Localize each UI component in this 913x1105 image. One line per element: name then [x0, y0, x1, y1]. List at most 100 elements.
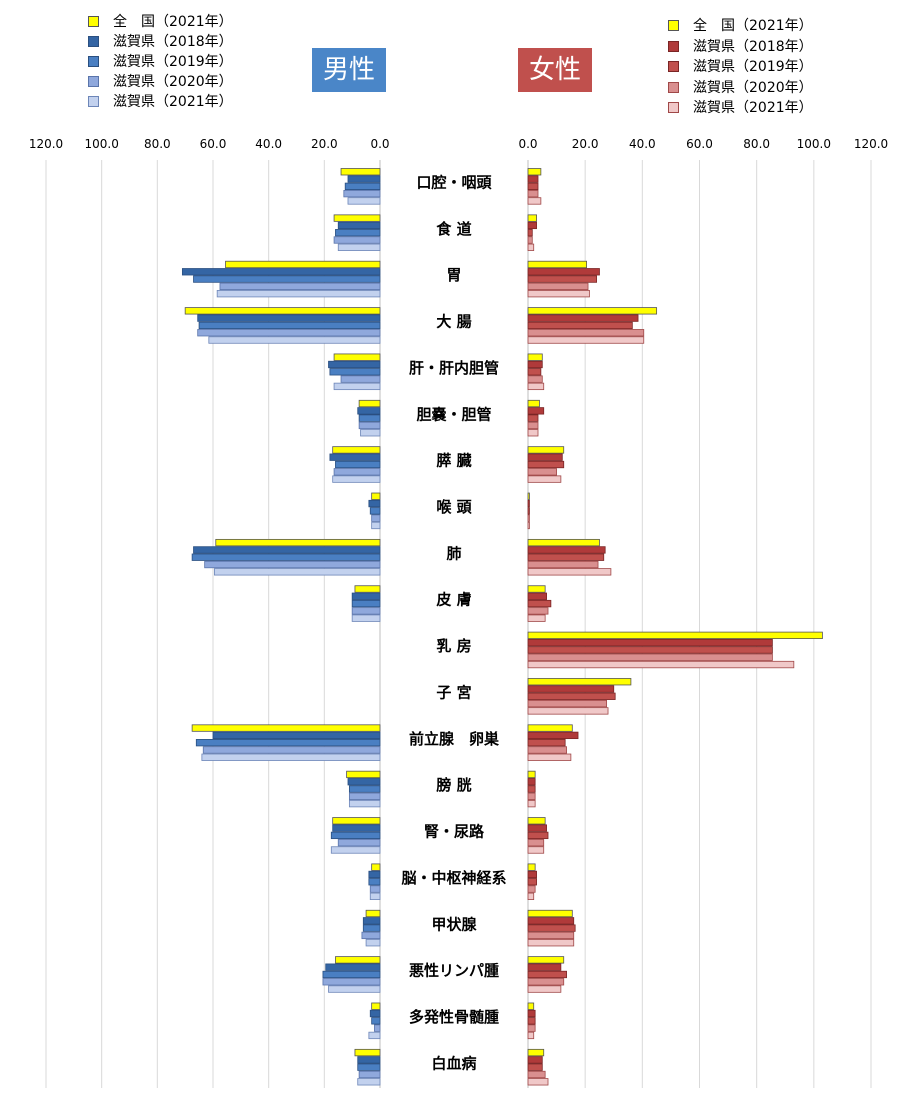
female-bar [527, 336, 645, 344]
male-bar [369, 1009, 381, 1018]
male-bar [337, 839, 381, 847]
male-bar [368, 499, 381, 508]
female-bar [527, 229, 533, 237]
male-bar [332, 817, 381, 825]
male-bar [325, 963, 381, 971]
female-bar [527, 985, 562, 993]
male-bar [344, 182, 381, 191]
female-bar [527, 1017, 536, 1025]
male-tick-label: 40.0 [255, 137, 282, 151]
male-bar [357, 1078, 381, 1086]
female-bar [527, 382, 545, 391]
male-bar [337, 221, 381, 230]
male-bar [198, 321, 381, 330]
male-legend-item: 全 国（2021年） [88, 12, 233, 32]
female-bar [527, 939, 575, 947]
male-bar [340, 168, 381, 176]
female-bar [527, 792, 536, 800]
female-bar [527, 631, 823, 639]
female-legend-item: 全 国（2021年） [668, 16, 813, 37]
female-bar [527, 175, 539, 183]
male-legend-label: 滋賀県（2021年） [113, 94, 233, 110]
male-bar [201, 753, 381, 761]
female-bar [527, 553, 605, 561]
female-bar [527, 521, 530, 530]
male-bar [357, 1063, 381, 1071]
female-bar [527, 560, 599, 569]
male-bar [358, 1070, 381, 1079]
male-tick-label: 120.0 [29, 137, 63, 151]
female-bar [527, 646, 773, 654]
female-bar [527, 699, 608, 708]
male-bar [335, 956, 381, 964]
male-bar [358, 399, 381, 408]
male-bar [343, 189, 381, 198]
male-bar [208, 336, 381, 344]
male-bar [332, 446, 381, 454]
female-bar [527, 831, 549, 840]
female-bar [527, 321, 633, 330]
female-bar [527, 499, 530, 508]
category-label: 肝・肝内胆管 [409, 359, 499, 377]
male-bar [369, 892, 381, 900]
female-bar [527, 956, 565, 964]
male-bar [371, 521, 381, 530]
male-bar [351, 592, 381, 600]
female-bar [527, 275, 597, 283]
female-bar [527, 592, 547, 600]
male-bar [371, 863, 381, 871]
category-label: 腎・尿路 [424, 823, 485, 841]
male-bar [197, 329, 381, 337]
female-bar [527, 453, 563, 461]
female-bar [527, 917, 575, 925]
female-bar [527, 970, 567, 979]
female-bar [527, 778, 536, 786]
female-bar [527, 1078, 549, 1086]
female-bar [527, 863, 536, 871]
male-bar [360, 429, 381, 437]
male-bar [351, 607, 381, 615]
female-bar [527, 460, 565, 469]
female-legend-swatch [668, 20, 679, 31]
female-bar [527, 307, 658, 315]
category-label: 大 腸 [436, 313, 471, 331]
male-bar [193, 275, 381, 283]
male-bar [335, 229, 381, 237]
male-bar [347, 175, 381, 183]
male-bar [348, 799, 381, 808]
female-bar [527, 353, 543, 361]
female-bar [527, 282, 589, 291]
female-bar [527, 468, 557, 476]
female-legend-label: 滋賀県（2020年） [693, 79, 813, 96]
female-bar [527, 678, 632, 686]
category-label: 胃 [446, 266, 461, 284]
female-bar [527, 924, 576, 932]
female-tick-label: 80.0 [743, 137, 770, 151]
female-bar [527, 189, 539, 198]
male-bar [347, 778, 381, 786]
female-bar [527, 839, 545, 847]
female-bar [527, 546, 606, 554]
female-bar [527, 475, 562, 483]
male-bar [371, 492, 381, 500]
category-label: 皮 膚 [436, 591, 471, 609]
female-tick-label: 100.0 [797, 137, 831, 151]
female-tick-label: 40.0 [629, 137, 656, 151]
grid-layer [45, 160, 872, 1088]
category-label: 食 道 [436, 220, 471, 238]
male-bar [333, 353, 381, 361]
female-legend-label: 滋賀県（2021年） [693, 100, 813, 116]
female-tick-label: 60.0 [686, 137, 713, 151]
female-tick-label: 0.0 [518, 137, 537, 151]
female-bar [527, 314, 639, 322]
female-bar [527, 399, 540, 408]
male-bar [332, 824, 381, 832]
female-bar [527, 817, 546, 825]
female-bar [527, 870, 537, 879]
male-bar [357, 1056, 381, 1064]
female-bar [527, 1048, 545, 1057]
male-bar [351, 599, 381, 608]
male-bar [357, 407, 381, 415]
female-bar [527, 892, 535, 900]
male-bar [181, 268, 381, 276]
